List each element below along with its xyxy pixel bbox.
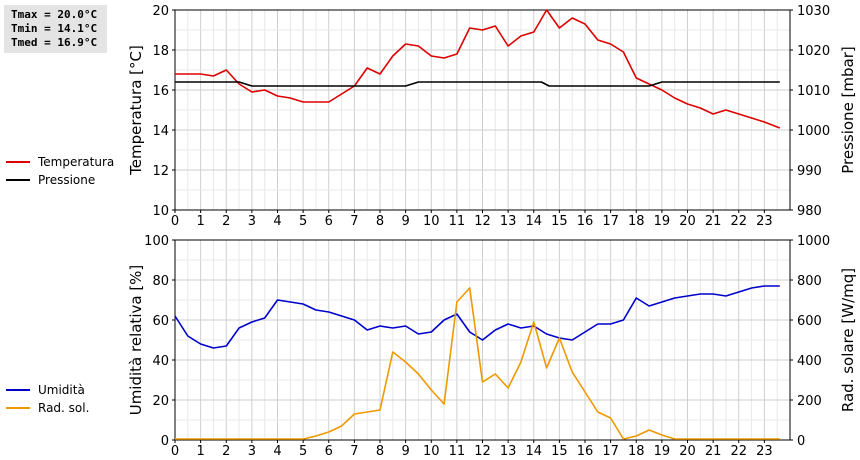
top-x-tick-label: 8	[376, 214, 384, 229]
bottom-x-tick-label: 22	[730, 444, 747, 459]
top-x-tick-label: 16	[577, 214, 594, 229]
top-x-tick-label: 13	[500, 214, 517, 229]
bottom-series-line-rad-sol	[175, 287, 780, 440]
top-y2-tick-label: 1010	[797, 84, 830, 99]
top-x-tick-label: 3	[248, 214, 256, 229]
tmed-label: Tmed = 16.9°C	[11, 36, 98, 49]
bottom-x-tick-label: 9	[401, 444, 409, 459]
bottom-y2-tick-label: 0	[797, 434, 805, 449]
bottom-x-tick-label: 2	[222, 444, 230, 459]
top-x-tick-label: 6	[325, 214, 333, 229]
bottom-legend-label-umidit: Umidità	[38, 383, 85, 397]
tmax-label: Tmax = 20.0°C	[11, 8, 98, 21]
bottom-y-tick-label: 40	[152, 354, 169, 369]
bottom-y2-tick-label: 1000	[797, 234, 830, 249]
bottom-y2-tick-label: 800	[797, 274, 822, 289]
top-y-tick-label: 10	[152, 204, 169, 219]
bottom-y-tick-label: 100	[144, 234, 169, 249]
bottom-x-tick-label: 20	[679, 444, 696, 459]
top-x-tick-label: 18	[628, 214, 645, 229]
bottom-y2-tick-label: 600	[797, 314, 822, 329]
top-x-tick-label: 9	[401, 214, 409, 229]
bottom-x-tick-label: 21	[705, 444, 722, 459]
bottom-x-tick-label: 7	[350, 444, 358, 459]
top-x-tick-label: 12	[474, 214, 491, 229]
bottom-x-tick-label: 18	[628, 444, 645, 459]
top-y-tick-label: 14	[152, 124, 169, 139]
bottom-x-tick-label: 1	[196, 444, 204, 459]
top-y2-tick-label: 990	[797, 164, 822, 179]
bottom-x-tick-label: 11	[449, 444, 466, 459]
top-series-line-temperatura	[175, 9, 781, 129]
top-x-tick-label: 11	[449, 214, 466, 229]
top-x-tick-label: 15	[551, 214, 568, 229]
stats-box: Tmax = 20.0°C Tmin = 14.1°C Tmed = 16.9°…	[4, 5, 107, 53]
top-x-tick-label: 21	[705, 214, 722, 229]
top-y2-axis-label: Pressione [mbar]	[839, 46, 857, 174]
top-x-tick-label: 7	[350, 214, 358, 229]
top-y2-tick-label: 1020	[797, 44, 830, 59]
top-legend-label-temperatura: Temperatura	[37, 155, 114, 169]
top-x-tick-label: 22	[730, 214, 747, 229]
bottom-x-tick-label: 15	[551, 444, 568, 459]
bottom-y-tick-label: 80	[152, 274, 169, 289]
bottom-x-tick-label: 12	[474, 444, 491, 459]
top-y2-tick-label: 1030	[797, 4, 830, 19]
top-x-tick-label: 17	[602, 214, 619, 229]
top-x-tick-label: 0	[171, 214, 179, 229]
bottom-x-tick-label: 4	[273, 444, 281, 459]
top-y-tick-label: 16	[152, 84, 169, 99]
top-x-tick-label: 23	[756, 214, 773, 229]
bottom-legend-label-rad-sol: Rad. sol.	[38, 401, 89, 415]
top-x-tick-label: 4	[273, 214, 281, 229]
bottom-x-tick-label: 0	[171, 444, 179, 459]
bottom-y-axis-label: Umidità relativa [%]	[127, 265, 145, 416]
top-x-tick-label: 19	[654, 214, 671, 229]
bottom-y2-tick-label: 400	[797, 354, 822, 369]
bottom-x-tick-label: 14	[525, 444, 542, 459]
bottom-x-tick-label: 19	[654, 444, 671, 459]
bottom-x-tick-label: 3	[248, 444, 256, 459]
top-x-tick-label: 5	[299, 214, 307, 229]
top-y-tick-label: 20	[152, 4, 169, 19]
top-y-axis-label: Temperatura [°C]	[127, 45, 145, 176]
top-y2-tick-label: 1000	[797, 124, 830, 139]
tmin-label: Tmin = 14.1°C	[11, 22, 98, 35]
bottom-x-tick-label: 13	[500, 444, 517, 459]
top-y-tick-label: 12	[152, 164, 169, 179]
bottom-x-tick-label: 17	[602, 444, 619, 459]
top-x-tick-label: 2	[222, 214, 230, 229]
bottom-y-tick-label: 0	[161, 434, 169, 449]
bottom-x-tick-label: 6	[325, 444, 333, 459]
top-x-tick-label: 1	[196, 214, 204, 229]
bottom-y2-axis-label: Rad. solare [W/mq]	[839, 268, 857, 412]
top-series-line-pressione	[175, 81, 780, 87]
bottom-x-tick-label: 16	[577, 444, 594, 459]
bottom-x-tick-label: 5	[299, 444, 307, 459]
top-x-tick-label: 14	[525, 214, 542, 229]
top-x-tick-label: 10	[423, 214, 440, 229]
bottom-y-tick-label: 20	[152, 394, 169, 409]
bottom-x-tick-label: 10	[423, 444, 440, 459]
bottom-x-tick-label: 8	[376, 444, 384, 459]
top-y2-tick-label: 980	[797, 204, 822, 219]
top-y-tick-label: 18	[152, 44, 169, 59]
bottom-y-tick-label: 60	[152, 314, 169, 329]
top-legend-label-pressione: Pressione	[38, 173, 95, 187]
bottom-x-tick-label: 23	[756, 444, 773, 459]
top-x-tick-label: 20	[679, 214, 696, 229]
bottom-y2-tick-label: 200	[797, 394, 822, 409]
